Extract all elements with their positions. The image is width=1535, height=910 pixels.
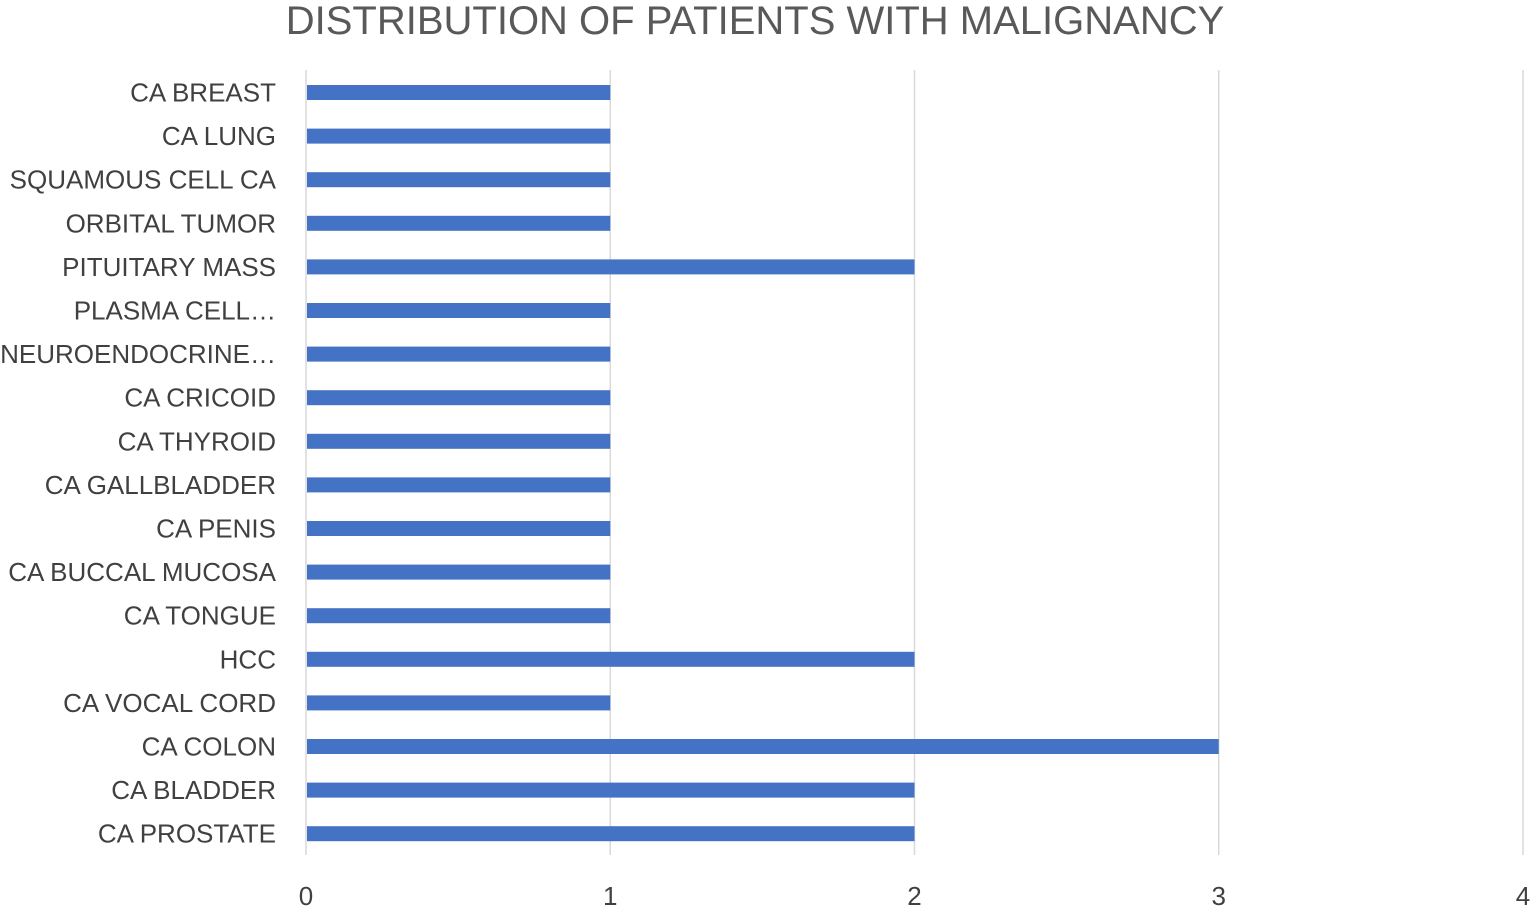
x-tick-label: 2 [907,881,921,910]
category-label: CA PROSTATE [98,819,276,849]
category-label: CA BREAST [130,78,276,108]
category-label: ORBITAL TUMOR [66,208,276,238]
category-label: CA THYROID [118,426,276,456]
category-label: CA CRICOID [124,383,276,413]
x-tick-label: 3 [1212,881,1226,910]
category-label: PLASMA CELL… [74,296,276,326]
category-label: PITUITARY MASS [62,252,276,282]
bar [307,782,915,798]
bar [307,608,611,624]
category-label: CA VOCAL CORD [63,688,276,718]
category-label: CA TONGUE [124,601,276,631]
bar [307,128,611,144]
bar [307,215,611,231]
bar [307,303,611,318]
bar [307,521,611,536]
bar [307,346,611,362]
bar [307,564,611,580]
bar [307,739,1219,754]
bar [307,826,915,842]
bar [307,651,915,667]
category-label: CA BLADDER [111,775,276,805]
bars [307,85,1219,842]
x-axis-tick-labels: 0 1 2 3 4 [299,881,1530,910]
category-label: CA PENIS [156,514,276,544]
x-tick-label: 0 [299,881,313,910]
category-label: HCC [220,644,276,674]
bar [307,172,611,188]
bar [307,477,611,493]
category-label: CA GALLBLADDER [45,470,276,500]
bar [307,390,611,406]
x-tick-label: 1 [603,881,617,910]
x-tick-label: 4 [1516,881,1530,910]
bar [307,695,611,711]
category-label: SQUAMOUS CELL CA [10,165,277,195]
bar [307,85,611,100]
bar [307,259,915,275]
category-label: CA LUNG [162,121,276,151]
category-label: CA BUCCAL MUCOSA [8,557,276,587]
chart-title: DISTRIBUTION OF PATIENTS WITH MALIGNANCY [286,0,1225,43]
gridlines [305,70,1524,855]
bar [307,433,611,449]
category-label: NEUROENDOCRINE… [0,339,276,369]
category-label: CA COLON [142,732,276,762]
category-labels: CA BREAST CA LUNG SQUAMOUS CELL CA ORBITAL … [0,78,277,849]
